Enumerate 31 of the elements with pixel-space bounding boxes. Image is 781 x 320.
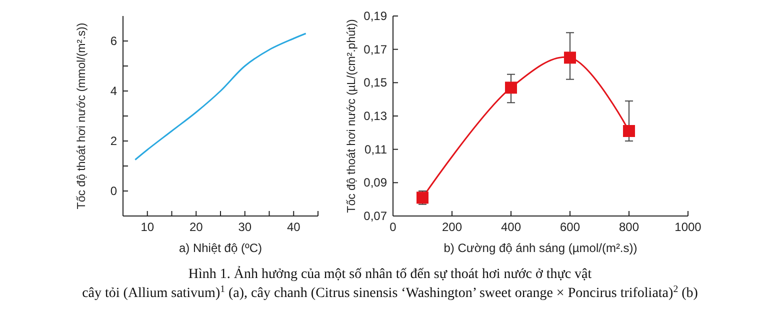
y-tick-label: 6 (110, 34, 118, 48)
point (623, 125, 635, 137)
x-tick-label: 40 (286, 220, 301, 234)
x-tick-label: 20 (189, 220, 204, 234)
x-tick-label: 400 (500, 220, 522, 234)
x-tick-label: 10 (140, 220, 154, 234)
y-tick-label: 0,15 (364, 76, 388, 90)
x-tick-label: 800 (618, 220, 640, 234)
y-tick-label: 0,19 (364, 9, 388, 23)
x-tick-label: 200 (442, 220, 462, 234)
y-tick-label: 0 (110, 184, 118, 198)
x-tick-label: 600 (560, 220, 580, 234)
y-tick-label: 4 (110, 84, 118, 98)
y-tick-label: 0,13 (364, 109, 388, 123)
text: Hình 1. Ảnh hưởng của một số nhân tố đến sự thoát hơi nước ở thực vật (188, 266, 592, 282)
y-tick-label: 0,07 (364, 209, 388, 223)
text: cây tỏi (Allium sativum)$^{1}$ (a), cây chanh (Citrus sinensis ‘Washington’ sweet orange × Poncirus trifoliata)$^{2}$ (b) (82, 284, 698, 301)
point (564, 52, 576, 64)
x-tick-label: 0 (390, 220, 397, 234)
x-tick-label: 30 (238, 220, 252, 234)
y-tick-label: 0,17 (364, 42, 388, 56)
x-tick-label: 1000 (674, 220, 702, 234)
point (505, 82, 517, 94)
x-axis-title: a) Nhiệt độ (ºC) (178, 241, 262, 255)
y-tick-label: 2 (110, 134, 118, 148)
y-axis-title: Tốc độ thoát hơi nước (mmol/(m².s)) (76, 22, 88, 210)
y-tick-label: 0,11 (364, 142, 388, 156)
x-axis-title: b) Cường độ ánh sáng (µmol/(m².s)) (444, 241, 638, 255)
line-series (134, 32, 307, 160)
y-axis-title: Tốc độ thoát hơi nước (µL/(cm².phút)) (346, 19, 358, 213)
y-tick-label: 0,09 (364, 176, 388, 190)
